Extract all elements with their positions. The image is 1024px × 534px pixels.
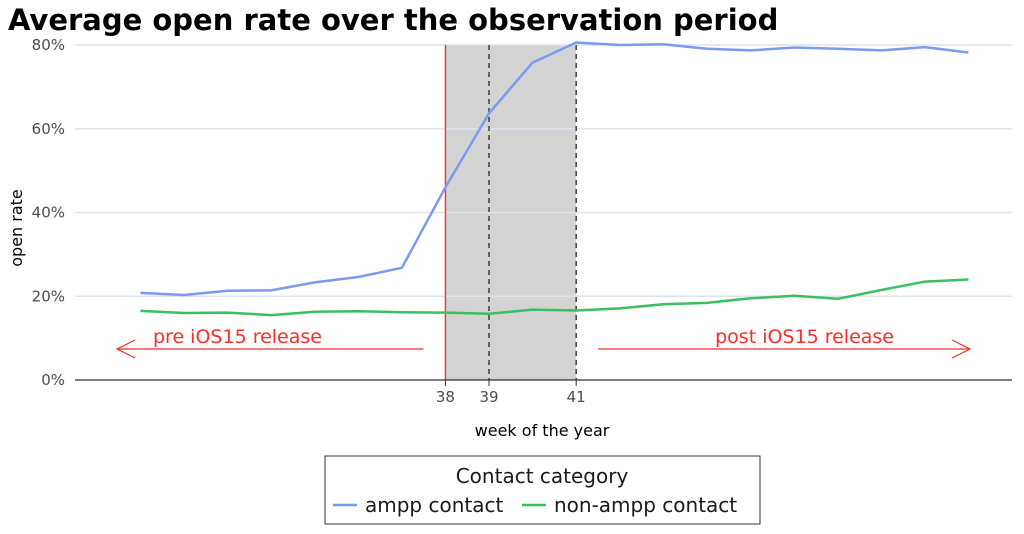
legend-box	[324, 455, 761, 525]
annotations-layer: pre iOS15 release post iOS15 release	[115, 326, 972, 359]
post-release-arrow-head	[951, 339, 972, 359]
y-tick-label: 40%	[32, 204, 65, 222]
legend-label-ampp: ampp contact	[365, 493, 503, 517]
y-tick-label: 20%	[32, 287, 65, 305]
pre-release-arrow-head	[115, 339, 136, 359]
y-tick-label: 60%	[32, 120, 65, 138]
x-axis-title: week of the year	[475, 421, 610, 440]
reference-lines-layer	[444, 45, 577, 380]
legend-label-non-ampp: non-ampp contact	[554, 493, 737, 517]
pre-release-label: pre iOS15 release	[153, 326, 322, 348]
y-axis-title: open rate	[7, 189, 26, 267]
series-layer	[140, 41, 969, 317]
x-tick-label: 38	[436, 388, 455, 406]
y-tick-label: 0%	[41, 371, 65, 389]
x-tick-label: 41	[567, 388, 586, 406]
series-line-non-ampp	[140, 278, 969, 317]
legend-title: Contact category	[456, 464, 629, 488]
axis-layer: 0% 20% 40% 60% 80% 38 39 41	[32, 36, 1012, 406]
x-tick-label: 39	[479, 388, 498, 406]
chart-title: Average open rate over the observation p…	[8, 3, 779, 37]
legend: Contact category ampp contact non-ampp c…	[324, 455, 761, 525]
series-line-ampp	[140, 41, 969, 297]
post-release-label: post iOS15 release	[715, 326, 894, 348]
y-tick-label: 80%	[32, 36, 65, 54]
